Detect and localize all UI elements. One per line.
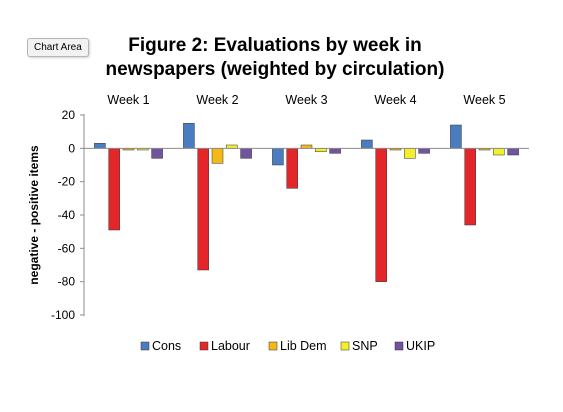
legend-label: UKIP (406, 339, 435, 353)
bar-lib-dem (211, 148, 224, 164)
category-label: Week 4 (374, 93, 416, 107)
y-tick-label: 20 (62, 108, 76, 122)
legend: Cons Labour Lib Dem SNP UKIP (140, 339, 435, 353)
legend-label: Labour (211, 339, 250, 353)
legend-label: SNP (352, 339, 378, 353)
y-axis-label: negative - positive items (27, 145, 41, 285)
y-tick-label: -20 (58, 175, 76, 189)
chart-area-tooltip: Chart Area (27, 38, 89, 57)
chart-title-line-1: Figure 2: Evaluations by week in (128, 35, 422, 56)
legend-swatch-snp (340, 341, 350, 351)
category-label: Week 2 (196, 93, 238, 107)
y-tick-label: -100 (51, 308, 75, 322)
bar-cons (183, 123, 195, 149)
bar-labour (108, 148, 120, 231)
plot-area: 20 0 -20 -40 -60 -80 -100 Week 1 Week 2 Week 3 Wee… (51, 93, 529, 322)
bar-labour (197, 148, 209, 271)
bar-cons (272, 148, 284, 166)
bar-ukip (329, 148, 341, 154)
chart-title-line-2: newspapers (weighted by circulation) (106, 59, 445, 80)
y-tick-label: -60 (58, 241, 76, 255)
bar-snp (404, 148, 416, 159)
category-label: Week 5 (463, 93, 505, 107)
bar-cons (94, 143, 106, 149)
bar-ukip (507, 148, 519, 156)
legend-swatch-ukip (394, 341, 404, 351)
legend-label: Cons (152, 339, 181, 353)
legend-label: Lib Dem (280, 339, 327, 353)
y-tick-label: -80 (58, 275, 76, 289)
bar-cons (361, 139, 373, 149)
bar-ukip (151, 148, 163, 159)
bar-cons (450, 124, 462, 149)
bar-labour (286, 148, 298, 189)
y-tick-label: 0 (68, 141, 75, 155)
bar-snp (493, 148, 505, 156)
category-label: Week 3 (285, 93, 327, 107)
legend-swatch-cons (140, 341, 150, 351)
bar-labour (375, 148, 387, 282)
category-label: Week 1 (107, 93, 149, 107)
bar-labour (464, 148, 476, 226)
y-tick-label: -40 (58, 208, 76, 222)
bar-ukip (418, 148, 430, 154)
legend-swatch-labour (199, 341, 209, 351)
legend-swatch-lib-dem (268, 341, 278, 351)
bar-ukip (240, 148, 252, 159)
